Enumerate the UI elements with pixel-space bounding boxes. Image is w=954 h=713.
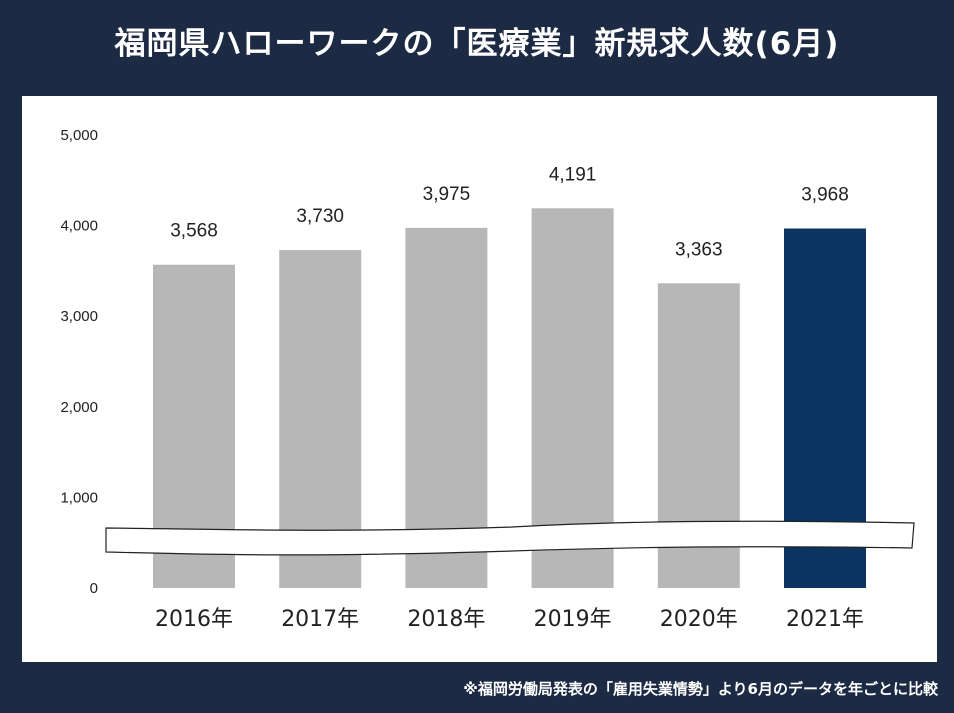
y-tick-label: 0: [90, 580, 98, 597]
y-tick-label: 3,000: [60, 308, 98, 325]
value-label: 3,968: [801, 184, 849, 205]
category-label: 2018年: [407, 607, 485, 632]
bar-chart: 0 1,000 2,000 3,000 4,000 5,000 3,568 2016年 3,73…: [60, 127, 915, 632]
y-tick-label: 2,000: [60, 399, 98, 416]
y-tick-label: 1,000: [60, 489, 98, 506]
y-tick-label: 5,000: [60, 127, 98, 144]
y-tick-label: 4,000: [60, 218, 98, 235]
category-label: 2017年: [281, 607, 359, 632]
axis-break-band: [105, 520, 915, 556]
category-label: 2021年: [786, 607, 864, 632]
value-label: 3,730: [296, 206, 344, 227]
value-label: 3,568: [170, 221, 218, 242]
chart-panel: 0 1,000 2,000 3,000 4,000 5,000 3,568 2016年 3,73…: [22, 96, 937, 662]
category-label: 2016年: [155, 607, 233, 632]
value-label: 4,191: [549, 164, 597, 185]
value-label: 3,363: [675, 239, 723, 260]
category-label: 2019年: [534, 607, 612, 632]
page-title: 福岡県ハローワークの「医療業」新規求人数(6月): [114, 26, 840, 62]
category-label: 2020年: [660, 607, 738, 632]
footnote: ※福岡労働局発表の「雇用失業情勢」より6月のデータを年ごとに比較: [463, 680, 938, 698]
value-label: 3,975: [423, 184, 471, 205]
